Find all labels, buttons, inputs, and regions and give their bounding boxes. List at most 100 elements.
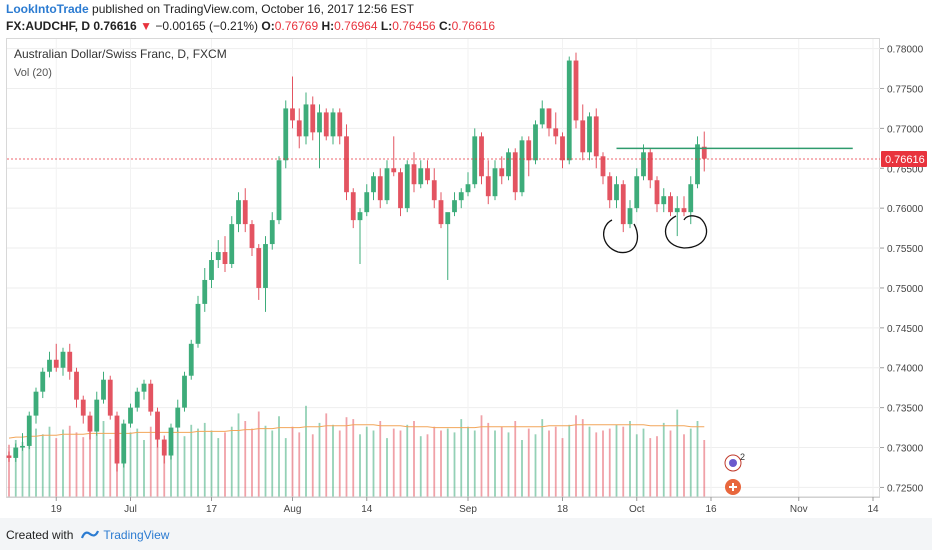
candle [107, 375, 113, 420]
volume-bar [669, 430, 672, 497]
candle [87, 411, 93, 440]
hand-drawn-circles [603, 215, 708, 254]
svg-text:2: 2 [740, 452, 745, 462]
volume-bar [359, 434, 361, 497]
alerts-icon[interactable]: 2 [724, 452, 745, 472]
volume-bar [399, 430, 402, 497]
candle-body [87, 415, 93, 432]
candle-body [674, 208, 680, 213]
candle-body [418, 168, 424, 185]
add-icon[interactable] [725, 479, 741, 495]
candle [128, 403, 133, 428]
candle [438, 192, 444, 229]
volume-bar [453, 432, 456, 497]
volume-bar [622, 426, 625, 497]
candle [661, 188, 667, 213]
volume-bar [230, 426, 233, 497]
candle-body [364, 192, 370, 213]
author-link[interactable]: LookIntoTrade [6, 2, 89, 16]
volume-bar [534, 434, 537, 497]
candle-body [701, 146, 707, 159]
volume-bar [446, 428, 449, 497]
candle-body [546, 108, 552, 129]
candle [202, 268, 208, 312]
candle [168, 423, 174, 460]
volume-bar [608, 428, 611, 497]
volume-bar [21, 441, 24, 497]
y-tick-label: 0.77500 [887, 84, 924, 95]
tradingview-brand[interactable]: TradingView [103, 528, 170, 542]
candle [674, 196, 680, 237]
candle-body [26, 415, 32, 446]
volume-bar [642, 428, 645, 497]
candle [485, 160, 491, 205]
candle-body [134, 391, 140, 408]
volume-bar [89, 430, 91, 497]
open-label: O: [261, 19, 275, 33]
volume-bar [190, 424, 193, 497]
volume-bar [149, 426, 152, 497]
candle-body [40, 371, 46, 392]
volume-bar [55, 438, 58, 497]
candle-body [33, 391, 39, 416]
candle [553, 112, 559, 145]
candle-body [384, 168, 390, 201]
volume-bar [28, 430, 31, 497]
candle [330, 108, 336, 145]
volume-bar [494, 430, 496, 497]
candle-body [479, 136, 484, 177]
volume-bar [143, 440, 145, 497]
volume-bar [365, 426, 368, 497]
volume-bar [170, 438, 172, 497]
volume-bar [467, 426, 469, 497]
volume-bar [460, 419, 463, 497]
x-tick-label: Jul [124, 504, 137, 515]
price-chart[interactable]: 0.72500 0.73000 0.73500 0.74000 0.74500 0.750… [0, 0, 932, 520]
candle-body [695, 144, 700, 185]
volume-bar [521, 440, 523, 497]
volume-bar [352, 419, 355, 497]
candle [681, 196, 687, 217]
candle-body [168, 427, 174, 456]
candle-body [67, 351, 73, 372]
candle [614, 176, 619, 209]
volume-bar [379, 421, 382, 497]
volume-bar [554, 426, 557, 497]
candle-body [647, 152, 653, 181]
volume-bar [514, 421, 517, 497]
candle [445, 212, 451, 280]
candle [391, 136, 397, 177]
candle-body [317, 112, 322, 133]
candle-body [661, 196, 667, 205]
volume-bar [473, 430, 476, 497]
candle [647, 148, 653, 189]
candle-body [425, 168, 430, 181]
candle-body [668, 196, 673, 213]
candle-body [74, 371, 79, 400]
candle-body [148, 383, 154, 412]
candle-body [344, 136, 349, 193]
candle-body [182, 375, 187, 408]
candle [701, 131, 707, 172]
volume-bar [217, 438, 220, 497]
candle [418, 160, 424, 189]
candle-body [587, 116, 592, 153]
candle-body [161, 439, 167, 456]
candle-body [13, 447, 19, 458]
volume-bar [75, 432, 78, 497]
volume-bar [284, 438, 287, 497]
y-tick-label: 0.73000 [887, 444, 924, 455]
candle [519, 136, 525, 197]
candle [573, 52, 579, 129]
candle-body [681, 208, 687, 213]
candle-body [128, 407, 133, 424]
candle-body [593, 116, 599, 157]
volume-bar [318, 422, 321, 497]
volume-bar [62, 429, 64, 497]
candle [452, 192, 457, 217]
candle-body [155, 411, 160, 440]
circle-left [603, 219, 639, 254]
candle [114, 411, 120, 472]
volume-bar [426, 434, 429, 497]
volume-legend: Vol (20) [14, 67, 52, 79]
